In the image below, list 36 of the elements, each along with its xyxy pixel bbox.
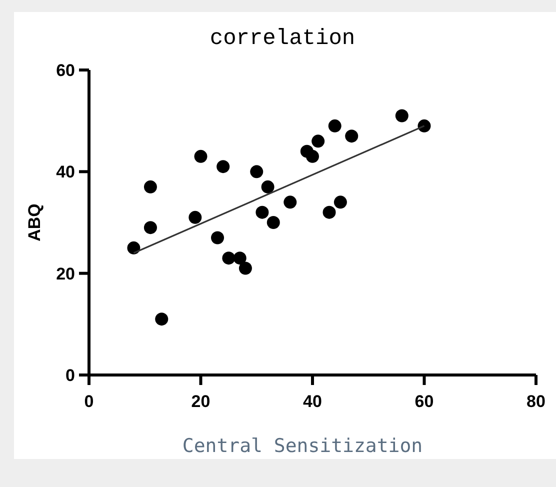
y-tick-label: 40 <box>56 162 75 182</box>
point <box>216 160 230 174</box>
point <box>312 134 325 148</box>
x-tick-label: 80 <box>526 392 546 411</box>
point <box>222 252 236 265</box>
point <box>188 210 202 224</box>
point <box>256 206 269 219</box>
x-tick-label: 40 <box>303 392 322 411</box>
y-tick-label: 20 <box>56 264 75 284</box>
point <box>233 252 246 265</box>
point <box>345 130 358 143</box>
point <box>306 150 319 163</box>
point <box>328 119 342 132</box>
y-tick-label: 0 <box>66 366 75 385</box>
x-tick-label: 20 <box>191 392 210 411</box>
point <box>144 221 157 234</box>
point <box>395 109 408 122</box>
point <box>155 312 168 326</box>
point <box>322 206 336 219</box>
point <box>144 180 157 194</box>
point <box>334 196 347 209</box>
x-axis-title: Central Sensitization <box>182 435 423 457</box>
point <box>194 150 208 163</box>
x-tick-label: 0 <box>84 392 94 411</box>
x-tick-label: 60 <box>414 392 434 411</box>
y-axis-title: ABQ <box>25 204 44 242</box>
point <box>238 262 252 275</box>
point <box>127 241 140 254</box>
point <box>211 231 224 244</box>
point <box>266 216 280 229</box>
point <box>250 165 264 178</box>
point <box>284 196 297 209</box>
point <box>418 119 431 132</box>
y-tick-label: 60 <box>56 61 75 80</box>
chart-title: correlation <box>210 26 356 51</box>
point <box>261 180 274 194</box>
